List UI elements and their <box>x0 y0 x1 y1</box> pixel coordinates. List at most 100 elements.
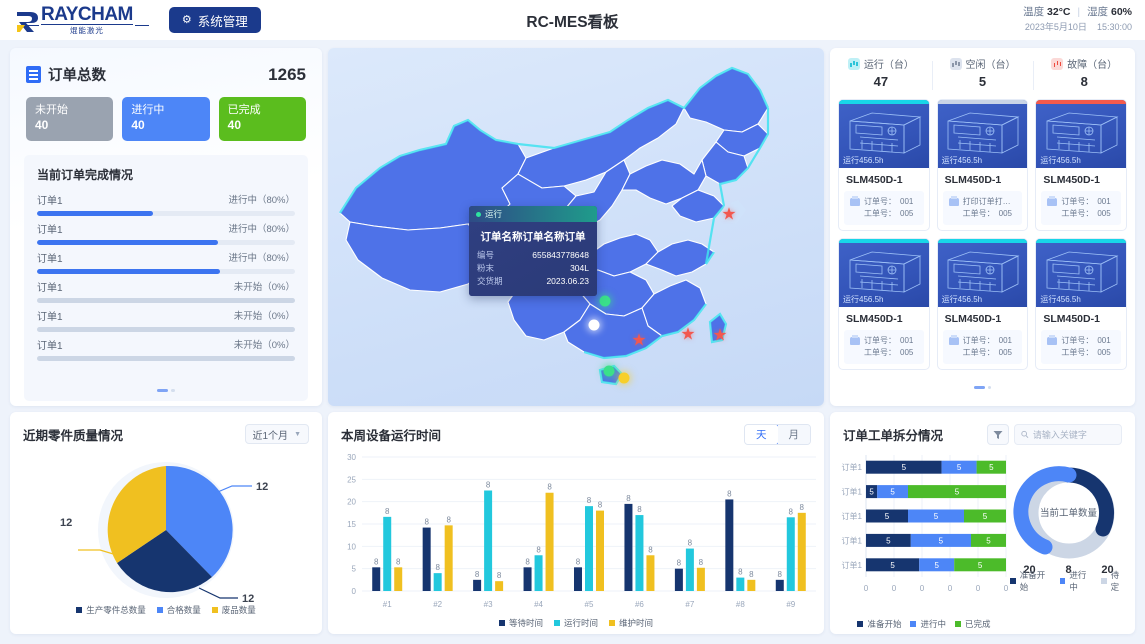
order-status: 进行中（80%） <box>228 224 295 235</box>
printer-icon <box>948 196 959 206</box>
device-stat-running[interactable]: 运行（台） 47 <box>830 56 932 95</box>
tooltip-row: 交货期 2023.06.23 <box>477 275 589 288</box>
device-card[interactable]: 运行456.5h SLM450D-1 订单号： 001 工单号： 005 <box>936 238 1029 370</box>
stat-label: 未开始 <box>35 104 68 116</box>
order-name: 订单1 <box>37 196 63 207</box>
carousel-dot[interactable] <box>987 385 992 389</box>
legend-item[interactable]: 进行中 <box>910 618 946 630</box>
order-status-tiles: 未开始 40 进行中 40 已完成 40 <box>10 85 322 141</box>
quality-pie-chart[interactable]: 12 12 12 <box>10 444 322 604</box>
device-stat-value: 47 <box>873 74 889 89</box>
svg-text:#4: #4 <box>534 600 543 609</box>
svg-text:5: 5 <box>890 561 895 570</box>
device-card[interactable]: 运行456.5h SLM450D-1 打印订单打印订订... 工单号： 005 <box>936 99 1029 231</box>
legend-swatch <box>76 607 83 613</box>
legend-label: 准备开始 <box>1019 570 1046 592</box>
device-card[interactable]: 运行456.5h SLM450D-1 订单号： 001 工单号： 005 <box>1035 99 1127 231</box>
logo-subtext: 焜能激光 <box>25 24 149 35</box>
order-progress-row[interactable]: 订单1 未开始（0%） <box>37 337 295 361</box>
work-order-donut-chart[interactable]: 当前工单数量 20 8 20 准备开始 进行中 待定 <box>1010 451 1127 595</box>
map-marker-star[interactable]: ★ <box>721 204 737 224</box>
svg-text:订单1: 订单1 <box>842 462 863 472</box>
split-stacked-bar-chart[interactable]: 0 0 0 0 0 0 订单1 5 5 5 订单1 5 5 5 订单1 5 5 5 订单1 5 5 5 订单1 5 5 5 <box>838 451 1010 595</box>
svg-text:8: 8 <box>789 507 794 516</box>
svg-text:8: 8 <box>486 481 491 490</box>
order-status: 进行中（80%） <box>228 253 295 264</box>
svg-text:#8: #8 <box>736 600 745 609</box>
toggle-day[interactable]: 天 <box>745 425 779 444</box>
legend-swatch <box>156 607 163 613</box>
svg-text:8: 8 <box>688 539 693 548</box>
order-progress-row[interactable]: 订单1 进行中（80%） <box>37 192 295 216</box>
runtime-bar-chart[interactable]: 0 5 10 15 20 25 30 8 8 8 #1 8 8 8 #2 8 8 8 #3 8 8 8 #4 8 8 8 #5 8 8 8… <box>328 449 824 617</box>
runtime-legend: 等待时间 运行时间 维护时间 <box>328 617 824 629</box>
device-stat-error[interactable]: 故障（台） 8 <box>1033 56 1135 95</box>
device-stat-value: 5 <box>978 74 987 89</box>
device-order-label: 订单号： <box>864 336 896 345</box>
legend-item[interactable]: 待定 <box>1100 569 1127 593</box>
dropdown-value: 近1个月 <box>252 430 289 442</box>
svg-text:8: 8 <box>374 557 379 566</box>
legend-label: 运行时间 <box>563 618 598 628</box>
progress-track <box>37 327 295 332</box>
map-marker-warning[interactable] <box>618 372 630 384</box>
svg-text:20: 20 <box>347 498 356 507</box>
order-name: 订单1 <box>37 283 63 294</box>
china-map-panel[interactable]: ★ ★ ★ ★ 运行 订单名称订单名称订单 编号 655843778648 粉末… <box>328 48 824 406</box>
legend-item[interactable]: 运行时间 <box>553 617 598 629</box>
device-card[interactable]: 运行456.5h SLM450D-1 订单号： 001 工单号： 005 <box>838 238 930 370</box>
legend-item[interactable]: 已完成 <box>955 618 991 630</box>
legend-item[interactable]: 合格数量 <box>156 604 201 616</box>
map-marker-star[interactable]: ★ <box>631 330 647 350</box>
device-name: SLM450D-1 <box>1043 313 1100 325</box>
carousel-dot-active[interactable] <box>973 385 985 389</box>
device-stat-idle[interactable]: 空闲（台） 5 <box>931 56 1034 95</box>
legend-item[interactable]: 等待时间 <box>498 617 543 629</box>
svg-text:8: 8 <box>648 545 653 554</box>
order-progress-row[interactable]: 订单1 未开始（0%） <box>37 279 295 303</box>
china-map[interactable] <box>328 48 824 406</box>
order-progress-row[interactable]: 订单1 进行中（80%） <box>37 250 295 274</box>
order-stat-not-started[interactable]: 未开始 40 <box>26 97 114 141</box>
stat-label: 已完成 <box>227 104 261 116</box>
device-carousel-dots[interactable] <box>830 370 1135 394</box>
order-status: 进行中（80%） <box>228 195 295 206</box>
legend-item[interactable]: 准备开始 <box>1010 569 1053 593</box>
search-box[interactable] <box>1014 424 1122 445</box>
svg-text:#5: #5 <box>585 600 594 609</box>
order-progress-row[interactable]: 订单1 进行中（80%） <box>37 221 295 245</box>
quality-period-dropdown[interactable]: 近1个月 ▼ <box>244 424 309 444</box>
svg-text:25: 25 <box>347 475 356 484</box>
device-name: SLM450D-1 <box>846 174 903 186</box>
carousel-dot[interactable] <box>171 388 175 392</box>
chart-idle-icon <box>949 57 962 70</box>
legend-item[interactable]: 生产零件总数量 <box>76 604 146 616</box>
map-marker-running[interactable] <box>599 295 611 307</box>
legend-item[interactable]: 准备开始 <box>857 618 901 630</box>
map-marker-star[interactable]: ★ <box>680 324 696 344</box>
carousel-dots[interactable] <box>24 379 308 397</box>
toggle-month[interactable]: 月 <box>777 425 810 444</box>
carousel-dot-active[interactable] <box>157 388 169 392</box>
device-card[interactable]: 运行456.5h SLM450D-1 订单号： 001 工单号： 005 <box>1035 238 1127 370</box>
svg-text:#2: #2 <box>433 600 442 609</box>
runtime-period-toggle[interactable]: 天 月 <box>744 424 811 445</box>
svg-text:8: 8 <box>727 489 732 498</box>
order-stat-completed[interactable]: 已完成 40 <box>218 97 306 141</box>
filter-icon[interactable] <box>987 424 1009 445</box>
search-input[interactable] <box>1032 429 1115 440</box>
legend-item[interactable]: 维护时间 <box>609 617 653 629</box>
map-marker-star[interactable]: ★ <box>712 325 728 345</box>
printer-icon <box>1047 335 1058 345</box>
map-marker-running[interactable] <box>603 365 615 377</box>
device-card[interactable]: 运行456.5h SLM450D-1 订单号： 001 工单号： 005 <box>838 99 930 231</box>
legend-item[interactable]: 废品数量 <box>211 604 256 616</box>
order-progress-row[interactable]: 订单1 未开始（0%） <box>37 308 295 332</box>
svg-text:订单1: 订单1 <box>842 487 863 497</box>
system-management-button[interactable]: ⚙ 系统管理 <box>168 7 261 33</box>
order-stat-in-progress[interactable]: 进行中 40 <box>122 97 210 141</box>
stat-value: 40 <box>227 118 242 132</box>
legend-item[interactable]: 进行中 <box>1059 569 1094 593</box>
legend-swatch <box>910 621 917 627</box>
map-marker-idle[interactable] <box>588 319 600 331</box>
